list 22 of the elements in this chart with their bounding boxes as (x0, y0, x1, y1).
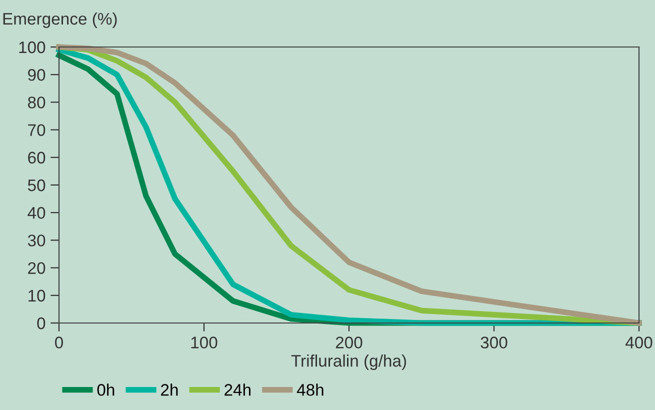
y-tick-label: 60 (28, 152, 46, 164)
x-axis-title: Trifluralin (g/ha) (291, 354, 406, 370)
legend-label: 0h (97, 384, 114, 396)
y-tick-label: 70 (28, 124, 46, 136)
y-tick-label: 50 (28, 179, 46, 192)
legend-label: 2h (161, 384, 178, 396)
y-tick-label: 90 (28, 69, 46, 81)
y-tick-label: 40 (28, 207, 46, 219)
y-tick-label: 10 (28, 290, 46, 302)
x-tick-label: 300 (480, 336, 508, 348)
y-tick-label: 80 (28, 96, 46, 108)
y-axis-title: Emergence (%) (3, 12, 117, 28)
legend-label: 48h (296, 384, 324, 396)
x-tick-label: 200 (336, 336, 362, 348)
y-tick-label: 20 (28, 262, 46, 274)
legend-label: 24h (224, 384, 250, 396)
x-tick-label: 0 (55, 336, 63, 348)
y-tick-label: 0 (37, 317, 46, 330)
y-tick-label: 100 (19, 41, 46, 54)
x-tick-label: 400 (625, 336, 652, 348)
y-tick-label: 30 (28, 234, 46, 246)
x-tick-label: 100 (191, 336, 218, 348)
